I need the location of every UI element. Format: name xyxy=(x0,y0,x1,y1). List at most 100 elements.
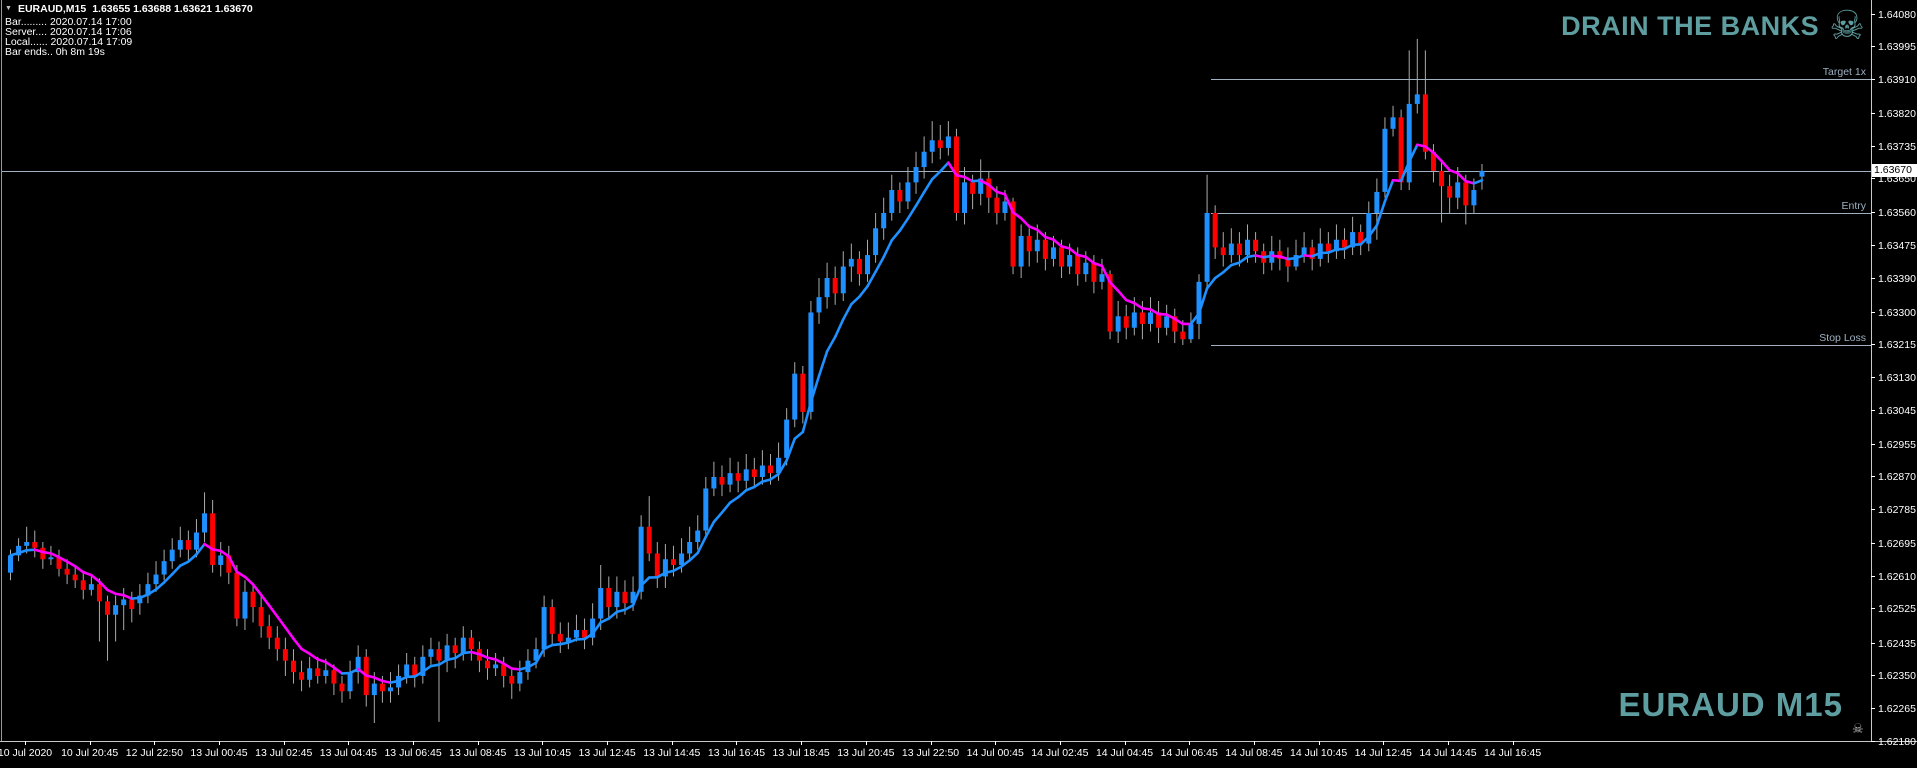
ma-segment xyxy=(348,667,360,675)
candle-body xyxy=(485,660,491,669)
level-lines[interactable] xyxy=(2,79,1871,346)
local-time-label: Local...... xyxy=(5,36,48,48)
candle-body xyxy=(420,656,426,676)
candle-body xyxy=(1228,243,1234,256)
price-tick-label: 1.63820 xyxy=(1878,107,1916,120)
entry-line-label[interactable]: Entry xyxy=(1841,199,1866,212)
candle-body xyxy=(153,574,159,585)
ma-segment xyxy=(1432,151,1443,163)
candle-body xyxy=(873,228,879,256)
candle-body xyxy=(978,178,984,194)
price-tick-mark xyxy=(1871,112,1875,114)
ma-segment xyxy=(429,663,441,668)
time-tick-mark xyxy=(671,741,673,745)
ma-segment xyxy=(1173,317,1185,326)
time-tick-mark xyxy=(542,741,544,745)
ma-segment xyxy=(866,270,877,288)
ma-segment xyxy=(1027,225,1039,232)
time-tick-mark xyxy=(607,741,609,745)
stop-loss-line-label[interactable]: Stop Loss xyxy=(1819,331,1866,344)
time-tick-label: 13 Jul 14:45 xyxy=(643,747,701,759)
candle-body xyxy=(1156,312,1162,328)
ma-segment xyxy=(558,641,570,646)
candle-body xyxy=(767,465,773,474)
candle-body xyxy=(1439,170,1445,187)
candle-body xyxy=(331,670,337,684)
ma-segment xyxy=(785,437,797,462)
candle-body xyxy=(638,526,644,592)
ma-segment xyxy=(801,400,813,434)
candle-body xyxy=(444,645,450,661)
skull-crossbones-icon: ☠ xyxy=(1829,4,1865,48)
candle-body xyxy=(646,526,652,554)
ma-segment xyxy=(995,190,1007,196)
time-tick-mark xyxy=(1512,741,1514,745)
price-tick-mark xyxy=(1871,443,1875,445)
time-tick-label: 14 Jul 02:45 xyxy=(1031,747,1089,759)
candle-body xyxy=(1204,212,1210,282)
ma-segment xyxy=(1044,235,1055,241)
ma-segment xyxy=(809,374,821,404)
time-tick-label: 13 Jul 06:45 xyxy=(384,747,442,759)
ma-segment xyxy=(947,161,958,177)
candle-body xyxy=(824,278,830,298)
price-axis[interactable]: 1.64080 1.63995 1.63910 1.63820 1.63735 1.636… xyxy=(1871,0,1917,748)
ma-segment xyxy=(235,570,247,579)
ma-segment xyxy=(1092,261,1104,268)
ma-segment xyxy=(90,573,101,583)
candle-body xyxy=(1018,235,1024,267)
candle-body xyxy=(493,664,499,669)
collapse-panel-icon[interactable]: ▼ xyxy=(5,5,12,12)
candle-body xyxy=(1374,191,1380,213)
target-line-label[interactable]: Target 1x xyxy=(1822,66,1866,79)
candle-body xyxy=(582,630,588,638)
price-tick-mark xyxy=(1871,409,1875,411)
candle-body xyxy=(719,476,725,485)
ma-segment xyxy=(138,593,150,600)
ma-segment xyxy=(930,170,942,181)
ma-segment xyxy=(1197,286,1209,315)
time-tick-label: 13 Jul 00:45 xyxy=(190,747,248,759)
ma-segment xyxy=(655,571,667,579)
candle-body xyxy=(56,557,62,569)
price-tick-label: 1.62870 xyxy=(1878,471,1916,484)
candle-body xyxy=(1398,117,1404,183)
candle-body xyxy=(145,584,151,596)
candle-body xyxy=(1091,262,1097,282)
candle-body xyxy=(1212,212,1218,248)
ma-segment xyxy=(502,662,514,670)
ma-segment xyxy=(17,548,28,555)
candle-body xyxy=(1350,232,1356,248)
candle-body xyxy=(598,587,604,619)
time-axis[interactable]: 10 Jul 2020 10 Jul 20:45 12 Jul 22:50 13 Ju… xyxy=(0,741,1917,768)
ma-segment xyxy=(267,604,279,618)
price-tick-mark xyxy=(1871,78,1875,80)
candle-body xyxy=(776,457,782,474)
time-tick-mark xyxy=(219,741,221,745)
time-tick-mark xyxy=(930,741,932,745)
price-tick-label: 1.62525 xyxy=(1878,603,1916,616)
ma-segment xyxy=(1262,254,1274,259)
ma-segment xyxy=(178,560,190,567)
time-tick-label: 13 Jul 16:45 xyxy=(707,747,766,759)
price-tick-mark xyxy=(1871,608,1875,610)
time-tick-label: 13 Jul 20:45 xyxy=(837,747,895,759)
ma-segment xyxy=(971,179,983,183)
candle-body xyxy=(614,591,620,608)
ma-segment xyxy=(373,676,384,683)
candle-body xyxy=(1075,255,1081,275)
ma-segment xyxy=(300,647,311,656)
price-tick-mark xyxy=(1871,212,1875,214)
ma-segment xyxy=(316,658,328,664)
ma-segment xyxy=(1448,168,1460,175)
ma-segment xyxy=(567,638,578,644)
candle-body xyxy=(1059,247,1065,267)
candle-body xyxy=(412,664,418,676)
candle-body xyxy=(436,649,442,661)
ma-segment xyxy=(1464,179,1476,185)
candle-body xyxy=(452,645,458,653)
candle-body xyxy=(1050,247,1056,259)
ma-segment xyxy=(1375,199,1387,227)
candle-body xyxy=(226,555,232,573)
